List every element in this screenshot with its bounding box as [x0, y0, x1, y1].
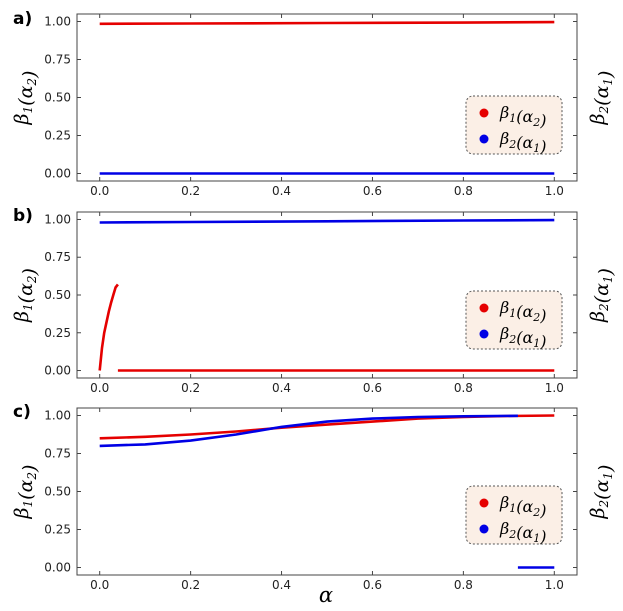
legend-label: β2(α1) — [499, 519, 547, 546]
legend-box — [465, 290, 563, 350]
x-tick-label: 1.0 — [545, 578, 564, 592]
y-tick-label: 0.75 — [44, 53, 71, 67]
legend-label: β2(α1) — [499, 324, 547, 351]
legend-label: β1(α2) — [499, 298, 547, 325]
y-tick-label: 0.00 — [44, 560, 71, 574]
y-tick-label: 0.00 — [44, 166, 71, 180]
series-line-2 — [99, 414, 518, 448]
series-line-1 — [99, 20, 555, 26]
panel-2: 0.0 0.2 0.4 0.6 0.8 1.0 0.00 0.25 0.50 0.75 1.00 b)… — [11, 206, 617, 395]
y-tick-label: 0.75 — [44, 250, 71, 264]
x-axis-label: α — [319, 583, 333, 607]
x-tick-label: 0.4 — [272, 578, 291, 592]
legend: β1(α2)β2(α1) — [465, 485, 563, 546]
x-tick-label: 0.0 — [90, 578, 109, 592]
x-tick-label: 0.2 — [181, 184, 200, 198]
legend-marker — [479, 303, 489, 313]
y-tick-label: 0.50 — [44, 485, 71, 499]
legend-label: β1(α2) — [499, 103, 547, 130]
legend-marker — [479, 498, 489, 508]
series-line-2 — [99, 218, 555, 224]
panel-label: a) — [13, 9, 32, 29]
legend-marker — [479, 329, 489, 339]
legend-box — [465, 95, 563, 155]
x-tick-label: 1.0 — [545, 184, 564, 198]
panel-label: b) — [13, 206, 33, 226]
x-tick-label: 0.0 — [90, 381, 109, 395]
y-tick-label: 1.00 — [44, 212, 71, 226]
y-tick-label: 0.00 — [44, 364, 71, 378]
x-tick-label: 0.8 — [454, 184, 473, 198]
panel-label: c) — [13, 402, 31, 422]
x-tick-label: 0.4 — [272, 184, 291, 198]
x-tick-label: 0.2 — [181, 578, 200, 592]
x-tick-label: 0.8 — [454, 381, 473, 395]
x-tick-label: 0.6 — [363, 184, 382, 198]
legend-marker — [479, 134, 489, 144]
x-tick-label: 0.6 — [363, 578, 382, 592]
y-tick-label: 0.25 — [44, 128, 71, 142]
series-line-1 — [99, 414, 555, 440]
legend-label: β1(α2) — [499, 493, 547, 520]
legend-label: β2(α1) — [499, 129, 547, 156]
y-axis-label-left: β1(α2) — [11, 268, 41, 323]
y-tick-label: 1.00 — [44, 409, 71, 423]
series-line-1 — [98, 283, 119, 371]
x-tick-label: 0.6 — [363, 381, 382, 395]
y-axis-label-right: β2(α1) — [587, 71, 617, 126]
x-tick-label: 1.0 — [545, 381, 564, 395]
legend-marker — [479, 524, 489, 534]
x-tick-label: 0.8 — [454, 578, 473, 592]
legend-marker — [479, 108, 489, 118]
y-tick-label: 1.00 — [44, 15, 71, 29]
panel-1: 0.0 0.2 0.4 0.6 0.8 1.0 0.00 0.25 0.50 0.75 1.00 a)… — [11, 9, 617, 198]
x-tick-label: 0.4 — [272, 381, 291, 395]
y-axis-label-right: β2(α1) — [587, 465, 617, 520]
y-tick-label: 0.25 — [44, 326, 71, 340]
legend: β1(α2)β2(α1) — [465, 290, 563, 351]
panel-3: 0.0 0.2 0.4 0.6 0.8 1.0 0.00 0.25 0.50 0.75 1.00 c)… — [11, 402, 617, 592]
y-axis-label-left: β1(α2) — [11, 71, 41, 126]
x-tick-label: 0.2 — [181, 381, 200, 395]
y-axis-label-left: β1(α2) — [11, 465, 41, 520]
legend: β1(α2)β2(α1) — [465, 95, 563, 156]
x-tick-label: 0.0 — [90, 184, 109, 198]
legend-box — [465, 485, 563, 545]
y-axis-label-right: β2(α1) — [587, 268, 617, 323]
y-tick-label: 0.50 — [44, 91, 71, 105]
y-tick-label: 0.50 — [44, 288, 71, 302]
y-tick-label: 0.75 — [44, 447, 71, 461]
y-tick-label: 0.25 — [44, 522, 71, 536]
